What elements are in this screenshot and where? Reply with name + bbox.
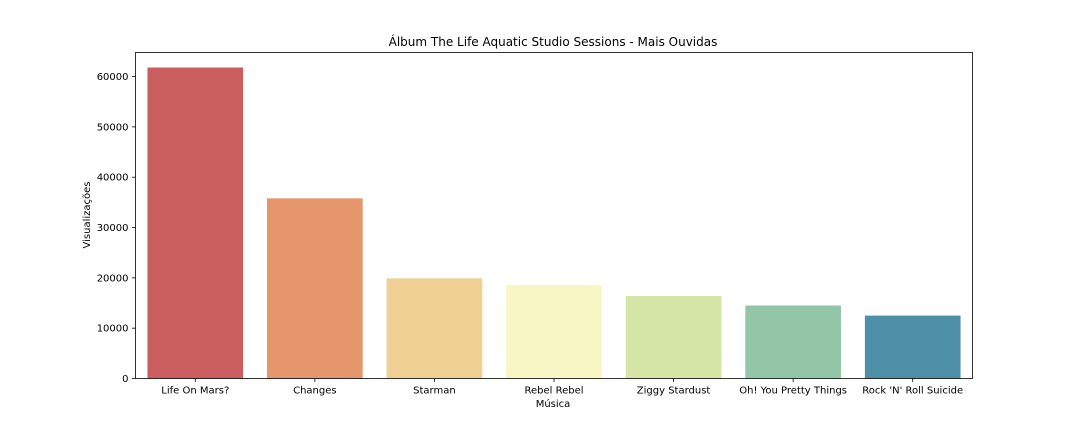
y-axis-label: Visualizações [82, 182, 93, 249]
x-axis: Life On Mars? Changes Starman Rebel Rebel Zi… [161, 378, 963, 397]
bar-2 [267, 198, 363, 379]
plot-frame [135, 52, 973, 379]
bar-7 [864, 315, 961, 379]
bar-3 [386, 278, 483, 379]
y-tick-label: 0 [122, 374, 128, 385]
x-tick-label: Starman [413, 386, 456, 397]
bar-4 [506, 284, 602, 379]
y-axis: 0 10000 20000 30000 40000 50000 60000 [97, 72, 136, 385]
bars-layer [147, 67, 961, 379]
bar-1 [147, 67, 244, 379]
x-tick-label: Ziggy Stardust [637, 386, 711, 397]
x-tick-label: Changes [293, 386, 337, 397]
x-tick-label: Rock 'N' Roll Suicide [862, 386, 963, 397]
x-axis-label: Música [536, 398, 571, 410]
x-tick-label: Oh! You Pretty Things [739, 386, 847, 397]
y-tick-label: 30000 [97, 223, 129, 234]
bar-6 [745, 305, 841, 379]
y-tick-label: 20000 [97, 273, 129, 284]
y-tick-label: 10000 [97, 324, 129, 335]
x-tick-label: Life On Mars? [161, 386, 229, 397]
bar-5 [625, 295, 722, 379]
y-tick-label: 60000 [97, 72, 129, 83]
y-tick-label: 50000 [97, 122, 129, 133]
chart-title: Álbum The Life Aquatic Studio Sessions -… [389, 34, 718, 49]
y-tick-label: 40000 [97, 173, 129, 184]
x-tick-label: Rebel Rebel [524, 386, 583, 397]
